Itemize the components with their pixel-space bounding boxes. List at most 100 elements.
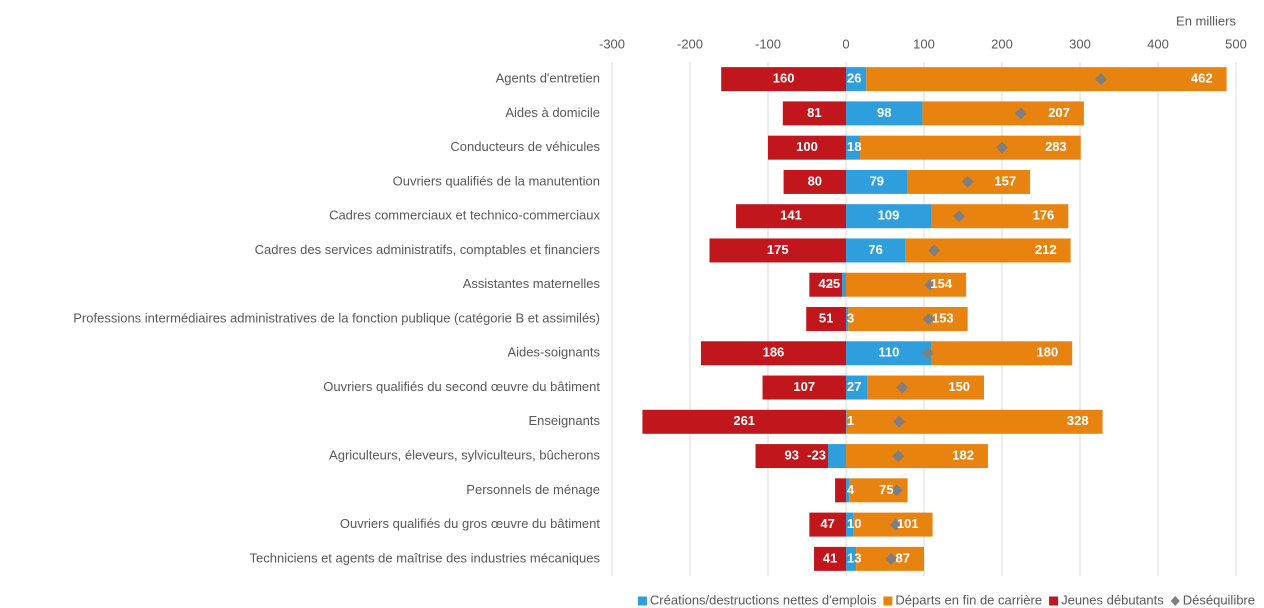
- bar: [642, 409, 846, 434]
- bar: [782, 101, 846, 126]
- value-label: 110: [878, 345, 899, 360]
- y-tick-label: Ouvriers qualifiés du gros œuvre du bâti…: [340, 516, 601, 531]
- value-label: -5: [829, 276, 841, 291]
- y-tick-label: Enseignants: [528, 413, 600, 428]
- x-tick-label: 500: [1225, 36, 1247, 51]
- diamond-marker: [1095, 73, 1108, 86]
- bar: [721, 67, 846, 92]
- value-label: 98: [877, 105, 891, 120]
- diamond-marker: [924, 278, 937, 291]
- bar: [783, 169, 846, 194]
- bar: [846, 478, 850, 503]
- value-label: 80: [808, 173, 822, 188]
- bar: [846, 67, 867, 92]
- value-label: 1: [847, 413, 854, 428]
- bar: [860, 135, 1081, 160]
- diamond-marker: [896, 381, 909, 394]
- diamond-marker: [922, 313, 935, 325]
- value-label: 328: [1067, 413, 1089, 428]
- value-label: 207: [1048, 105, 1070, 120]
- diamond-marker: [893, 415, 906, 428]
- bar: [846, 169, 908, 194]
- bar: [846, 546, 857, 571]
- bar: [846, 444, 988, 469]
- y-tick-label: Ouvriers qualifiés de la manutention: [393, 173, 600, 188]
- x-tick-label: -200: [677, 36, 703, 51]
- value-label: 81: [807, 105, 821, 120]
- bar: [846, 375, 868, 400]
- y-tick-label: Personnels de ménage: [466, 482, 600, 497]
- y-tick-label: Cadres commerciaux et technico-commercia…: [329, 208, 600, 223]
- y-tick-label: Conducteurs de véhicules: [450, 139, 600, 154]
- legend-label: Déséquilibre: [1183, 592, 1255, 607]
- y-tick-label: Agriculteurs, éleveurs, sylviculteurs, b…: [329, 448, 600, 463]
- bar: [848, 307, 968, 331]
- diamond-marker: [885, 552, 898, 565]
- diamond-marker: [961, 175, 974, 188]
- value-label: 462: [1191, 71, 1213, 86]
- legend-marker: [637, 596, 647, 606]
- annotation: En milliers: [1176, 13, 1236, 28]
- bar: [846, 135, 861, 160]
- bar: [736, 204, 846, 229]
- value-label: 261: [733, 413, 755, 428]
- bar: [842, 272, 846, 297]
- value-label: 13: [847, 550, 861, 565]
- value-label: 109: [878, 208, 900, 223]
- value-label: 212: [1035, 242, 1057, 257]
- legend-label: Départs en fin de carrière: [895, 592, 1042, 607]
- value-label: 27: [847, 379, 861, 394]
- bar: [846, 341, 932, 366]
- legend-marker: [1049, 596, 1059, 606]
- bar: [835, 478, 846, 503]
- bar: [846, 101, 923, 126]
- bar: [828, 444, 846, 469]
- diamond-marker: [921, 347, 934, 360]
- value-label: 180: [1036, 345, 1058, 360]
- bar: [806, 307, 846, 331]
- bar: [846, 512, 854, 537]
- y-tick-label: Professions intermédiaires administrativ…: [73, 310, 600, 325]
- value-label: 157: [994, 173, 1016, 188]
- bar: [768, 135, 846, 160]
- y-tick-label: Assistantes maternelles: [463, 276, 601, 291]
- x-tick-label: 200: [991, 36, 1013, 51]
- diamond-marker: [928, 244, 941, 257]
- value-label: 79: [870, 173, 884, 188]
- bar: [846, 307, 849, 331]
- value-label: 10: [847, 516, 861, 531]
- bar: [846, 204, 932, 229]
- bar: [867, 375, 985, 400]
- value-label: 176: [1033, 208, 1055, 223]
- legend-label: Créations/destructions nettes d'emplois: [650, 592, 877, 607]
- legend-marker: [1170, 596, 1180, 606]
- value-label: 26: [847, 71, 861, 86]
- value-label: -23: [807, 448, 826, 463]
- bar: [755, 444, 829, 469]
- value-label: 4: [847, 482, 855, 497]
- legend-label: Jeunes débutants: [1061, 592, 1164, 607]
- value-label: 51: [819, 310, 833, 325]
- legend-marker: [883, 596, 893, 606]
- value-label: 175: [767, 242, 789, 257]
- bar: [846, 238, 906, 263]
- x-tick-label: 400: [1147, 36, 1169, 51]
- value-label: 150: [948, 379, 970, 394]
- diamond-marker: [1014, 107, 1027, 120]
- value-label: 283: [1045, 139, 1067, 154]
- value-label: 18: [847, 139, 861, 154]
- bar: [809, 512, 846, 537]
- value-label: 42: [818, 276, 832, 291]
- y-tick-label: Agents d'entretien: [496, 71, 600, 86]
- y-tick-label: Techniciens et agents de maîtrise des in…: [250, 550, 601, 565]
- diamond-marker: [890, 484, 903, 497]
- value-label: 93: [785, 448, 799, 463]
- bar: [846, 409, 847, 434]
- x-tick-label: 100: [913, 36, 935, 51]
- y-tick-label: Cadres des services administratifs, comp…: [255, 242, 601, 257]
- x-tick-label: -100: [755, 36, 781, 51]
- value-label: 75: [879, 482, 893, 497]
- value-label: 3: [847, 310, 854, 325]
- y-tick-label: Ouvriers qualifiés du second œuvre du bâ…: [323, 379, 600, 394]
- bar: [846, 272, 967, 297]
